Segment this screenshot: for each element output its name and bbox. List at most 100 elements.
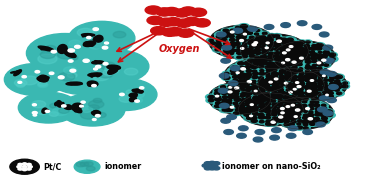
Circle shape [271,95,280,99]
Circle shape [295,103,304,108]
Circle shape [258,82,263,85]
Circle shape [282,91,292,96]
Circle shape [269,92,279,97]
Circle shape [277,75,287,80]
Circle shape [261,48,270,53]
Circle shape [286,51,297,57]
Circle shape [264,74,274,80]
Circle shape [84,50,149,83]
Circle shape [219,85,227,89]
Circle shape [292,91,298,94]
Circle shape [284,51,290,54]
Circle shape [323,91,329,94]
Circle shape [224,130,233,134]
Circle shape [270,119,278,123]
Circle shape [260,48,269,52]
Circle shape [296,119,304,123]
Circle shape [280,54,286,57]
Circle shape [265,41,276,46]
Circle shape [232,66,237,68]
Circle shape [269,62,280,67]
Ellipse shape [65,51,76,57]
Circle shape [266,47,275,51]
Circle shape [279,65,285,68]
Circle shape [257,98,268,103]
Circle shape [302,120,309,124]
Circle shape [276,108,287,114]
Ellipse shape [55,102,58,106]
Circle shape [269,88,280,94]
Circle shape [93,28,99,31]
Ellipse shape [15,71,18,74]
Circle shape [251,105,261,110]
Circle shape [283,52,286,54]
Circle shape [264,122,273,126]
Circle shape [215,48,220,51]
Circle shape [324,47,330,50]
Circle shape [248,85,259,91]
Circle shape [272,46,282,51]
Circle shape [250,115,252,117]
Circle shape [306,41,310,43]
Circle shape [289,83,292,85]
Circle shape [252,108,258,112]
Circle shape [17,166,21,168]
Circle shape [4,64,67,95]
Circle shape [281,112,284,114]
Ellipse shape [129,93,137,97]
Circle shape [298,95,304,99]
Circle shape [301,109,310,114]
Ellipse shape [44,110,48,111]
Circle shape [213,162,220,165]
Circle shape [327,52,337,57]
Circle shape [242,32,248,35]
Circle shape [287,116,298,121]
Circle shape [297,76,303,78]
Circle shape [287,62,296,66]
Circle shape [284,92,289,95]
Circle shape [303,75,313,80]
Circle shape [252,70,257,72]
Circle shape [248,26,257,31]
Circle shape [234,98,241,101]
Circle shape [302,85,311,90]
Circle shape [289,84,298,89]
Circle shape [240,102,244,105]
Ellipse shape [69,54,76,56]
Circle shape [304,50,310,53]
Circle shape [249,46,254,48]
Circle shape [333,81,344,87]
Circle shape [220,73,229,78]
Circle shape [262,49,269,52]
Circle shape [321,81,329,85]
Circle shape [240,105,245,107]
Circle shape [297,21,307,26]
Circle shape [255,57,266,63]
Circle shape [293,82,299,85]
Circle shape [259,105,265,108]
Circle shape [268,39,272,42]
Circle shape [284,56,295,62]
Circle shape [275,44,282,47]
Circle shape [283,59,288,61]
Circle shape [312,86,316,88]
Circle shape [334,85,341,89]
Circle shape [259,41,270,46]
Ellipse shape [82,34,95,36]
Circle shape [293,106,304,111]
Circle shape [59,108,69,113]
Circle shape [235,87,239,89]
Circle shape [323,76,327,78]
Circle shape [252,97,258,100]
Circle shape [298,47,304,50]
Circle shape [264,79,275,84]
Circle shape [311,91,317,94]
Circle shape [301,97,309,101]
Circle shape [310,67,317,70]
Circle shape [261,46,266,48]
Circle shape [238,93,303,126]
Circle shape [283,116,292,121]
Circle shape [299,72,304,75]
Circle shape [311,57,317,60]
Ellipse shape [77,106,82,108]
